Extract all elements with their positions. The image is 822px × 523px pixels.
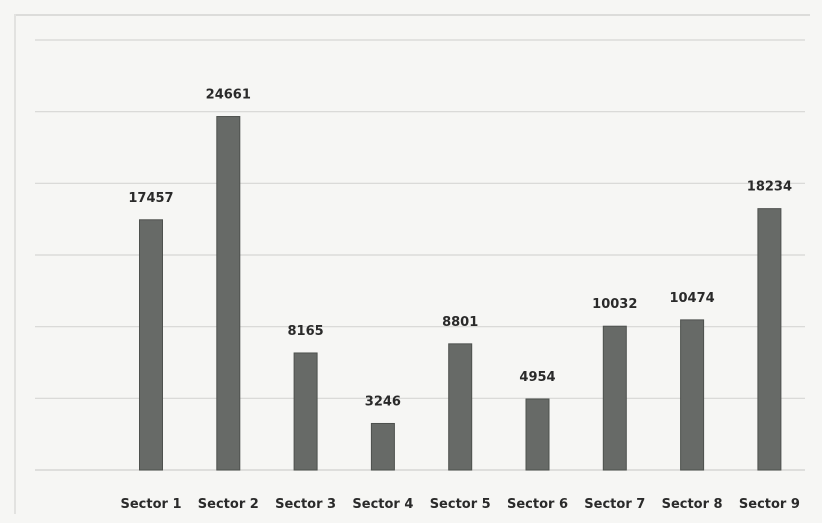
data-label-sector-1: 17457 xyxy=(128,191,173,206)
bar-sector-2 xyxy=(216,116,241,471)
data-label-sector-6: 4954 xyxy=(519,370,555,385)
x-tick-label-sector-1: Sector 1 xyxy=(120,497,181,512)
x-tick-label-sector-3: Sector 3 xyxy=(275,497,336,512)
bars xyxy=(139,116,782,471)
x-tick-label-sector-5: Sector 5 xyxy=(430,497,491,512)
chart-border-left xyxy=(14,14,16,514)
bar-sector-9 xyxy=(757,208,782,471)
data-label-sector-2: 24661 xyxy=(206,88,251,103)
x-axis-tick-labels: Sector 1 Sector 2 Sector 3 Sector 4 Sector 5… xyxy=(120,497,799,512)
chart-border-top xyxy=(14,14,810,16)
x-tick-label-sector-4: Sector 4 xyxy=(352,497,413,512)
data-label-sector-7: 10032 xyxy=(592,297,637,312)
x-tick-label-sector-9: Sector 9 xyxy=(739,497,800,512)
data-label-sector-8: 10474 xyxy=(669,291,714,306)
x-tick-label-sector-7: Sector 7 xyxy=(584,497,645,512)
data-label-sector-3: 8165 xyxy=(288,324,324,339)
data-label-sector-5: 8801 xyxy=(442,315,478,330)
x-tick-label-sector-8: Sector 8 xyxy=(662,497,723,512)
bar-sector-5 xyxy=(448,343,473,471)
bar-sector-3 xyxy=(293,352,318,471)
bar-sector-6 xyxy=(525,398,550,471)
bar-sector-1 xyxy=(139,219,163,471)
gridlines xyxy=(35,39,805,471)
x-tick-label-sector-6: Sector 6 xyxy=(507,497,568,512)
bar-sector-7 xyxy=(602,325,627,471)
bar-sector-8 xyxy=(680,319,705,471)
bar-sector-4 xyxy=(370,422,395,471)
data-label-sector-9: 18234 xyxy=(747,180,792,195)
data-labels: 17457 24661 8165 3246 8801 4954 10032 10474 1823… xyxy=(128,88,792,410)
data-label-sector-4: 3246 xyxy=(365,394,401,409)
x-tick-label-sector-2: Sector 2 xyxy=(198,497,259,512)
